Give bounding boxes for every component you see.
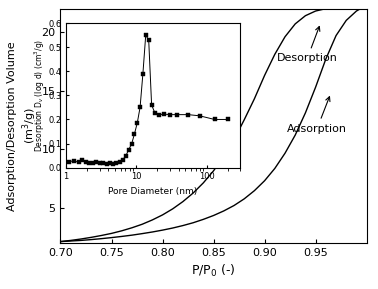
Y-axis label: Desorption D$_v$ (log d) (cm$^3$/g): Desorption D$_v$ (log d) (cm$^3$/g) [32,39,46,152]
Y-axis label: Adsorption/Desorption Volume
(m$^3$/g): Adsorption/Desorption Volume (m$^3$/g) [8,41,39,210]
X-axis label: P/P$_0$ (-): P/P$_0$ (-) [191,263,236,279]
Text: Desorption: Desorption [277,27,338,63]
Text: Adsorption: Adsorption [287,97,347,134]
X-axis label: Pore Diameter (nm): Pore Diameter (nm) [108,187,198,196]
